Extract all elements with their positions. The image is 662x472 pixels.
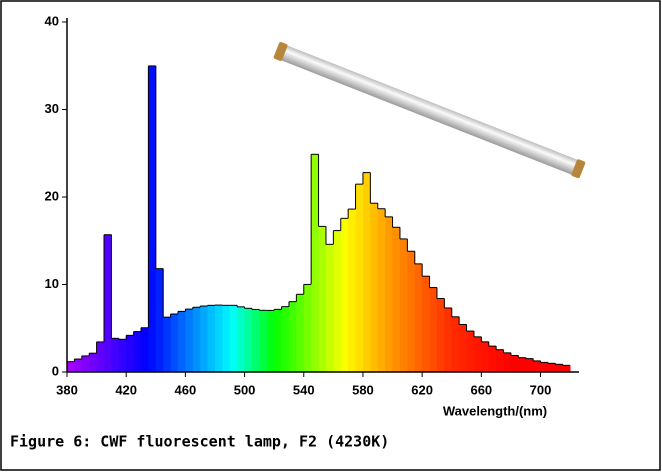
- bar: [251, 309, 260, 372]
- bar: [222, 305, 231, 372]
- bar: [510, 355, 519, 372]
- bar: [207, 305, 216, 372]
- bar: [281, 306, 290, 372]
- x-tick-label: 540: [293, 382, 315, 397]
- lamp-image: [273, 42, 586, 179]
- x-tick-label: 460: [175, 382, 197, 397]
- bar: [348, 209, 356, 372]
- bar: [503, 352, 512, 372]
- bar: [496, 349, 504, 372]
- x-tick-label: 380: [56, 382, 78, 397]
- bar: [481, 341, 490, 372]
- bar: [81, 355, 90, 372]
- bar: [362, 172, 371, 372]
- x-tick-label: 500: [234, 382, 256, 397]
- bar: [67, 361, 75, 372]
- bar: [533, 360, 541, 372]
- bar: [488, 346, 497, 372]
- caption: Figure 6: CWF fluorescent lamp, F2 (4230…: [10, 433, 389, 451]
- bar: [259, 310, 268, 372]
- bar: [325, 244, 334, 372]
- bar: [155, 268, 164, 372]
- bar: [303, 284, 312, 372]
- bar: [200, 306, 208, 372]
- bar: [163, 317, 171, 372]
- x-axis-label: Wavelength/(nm): [443, 403, 547, 418]
- bar: [229, 305, 238, 372]
- bar: [333, 230, 342, 372]
- y-tick-label: 10: [45, 276, 59, 291]
- bar: [459, 324, 467, 372]
- bar: [296, 294, 305, 372]
- bar: [429, 287, 438, 372]
- bar: [392, 227, 401, 372]
- y-tick-label: 40: [45, 13, 59, 28]
- bar: [266, 310, 275, 372]
- bar: [118, 339, 127, 372]
- bar: [370, 203, 379, 372]
- bar: [185, 309, 194, 372]
- bar: [555, 364, 564, 372]
- x-tick-label: 660: [470, 382, 492, 397]
- bar: [237, 306, 245, 372]
- bar: [340, 218, 349, 372]
- x-tick-label: 700: [530, 382, 552, 397]
- bar: [192, 307, 201, 372]
- bar: [103, 234, 112, 372]
- bar: [525, 358, 534, 372]
- bar: [451, 316, 460, 372]
- x-tick-label: 580: [352, 382, 374, 397]
- bar: [399, 238, 408, 372]
- bar: [436, 298, 445, 372]
- bar: [540, 362, 549, 372]
- bar: [518, 357, 527, 372]
- bar: [414, 263, 423, 372]
- bar: [170, 313, 179, 372]
- bar: [355, 184, 364, 372]
- bar: [466, 331, 475, 372]
- bar: [244, 308, 253, 372]
- bar: [89, 353, 97, 372]
- bar: [96, 341, 105, 372]
- bar: [288, 301, 297, 372]
- bar: [377, 208, 386, 372]
- bar: [214, 305, 223, 372]
- x-tick-label: 420: [115, 382, 137, 397]
- bar: [74, 359, 83, 372]
- y-tick-label: 0: [52, 363, 59, 378]
- bar: [177, 311, 186, 372]
- bar: [274, 309, 282, 372]
- bar: [473, 336, 482, 372]
- bar: [318, 226, 327, 372]
- bar: [126, 335, 134, 372]
- bar: [407, 251, 416, 372]
- bar: [148, 65, 157, 373]
- bar: [133, 331, 142, 372]
- bar: [562, 365, 571, 372]
- bar: [385, 216, 393, 372]
- bar: [444, 307, 453, 372]
- y-tick-label: 30: [45, 101, 59, 116]
- bar: [547, 363, 556, 372]
- bar: [140, 327, 149, 372]
- bar: [422, 276, 430, 372]
- bar: [311, 154, 319, 372]
- x-tick-label: 620: [411, 382, 433, 397]
- y-tick-label: 20: [45, 188, 59, 203]
- bar: [111, 338, 120, 372]
